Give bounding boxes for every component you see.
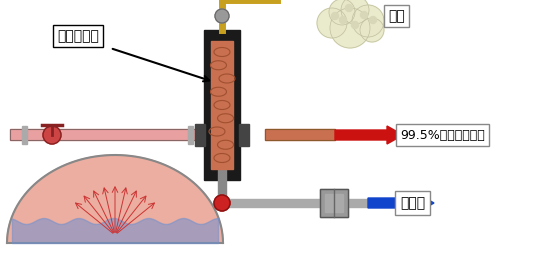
Circle shape [330,8,370,48]
Circle shape [361,11,367,19]
Bar [207,126,212,144]
Bar [195,124,205,146]
Circle shape [341,0,369,24]
Bar [265,129,335,140]
Bar [204,30,240,180]
Text: 99.5%干燥饱和蒸汽: 99.5%干燥饱和蒸汽 [400,128,485,142]
Bar [265,129,335,140]
Circle shape [370,16,377,24]
FancyArrow shape [335,126,403,144]
Circle shape [43,126,61,144]
Circle shape [331,13,338,19]
Text: 汽分水离器: 汽分水离器 [57,29,99,43]
FancyArrow shape [368,194,434,212]
Circle shape [215,9,229,23]
Bar [10,129,195,140]
Bar [320,189,348,217]
Circle shape [329,0,355,25]
Bar [10,129,195,140]
Bar [188,126,193,144]
Circle shape [352,5,384,37]
Circle shape [340,16,346,24]
Bar [218,145,226,197]
Bar [348,199,368,207]
Bar [239,124,249,146]
Circle shape [317,8,347,38]
Bar [325,194,343,212]
Bar [320,189,348,217]
Bar [22,126,27,144]
Bar [222,199,327,207]
Text: 冷凝水: 冷凝水 [400,196,425,210]
Circle shape [360,18,384,42]
Text: 排空: 排空 [388,9,405,23]
Circle shape [351,21,358,29]
Bar [211,41,233,169]
Circle shape [346,4,352,11]
Circle shape [214,195,230,211]
Polygon shape [7,155,223,243]
